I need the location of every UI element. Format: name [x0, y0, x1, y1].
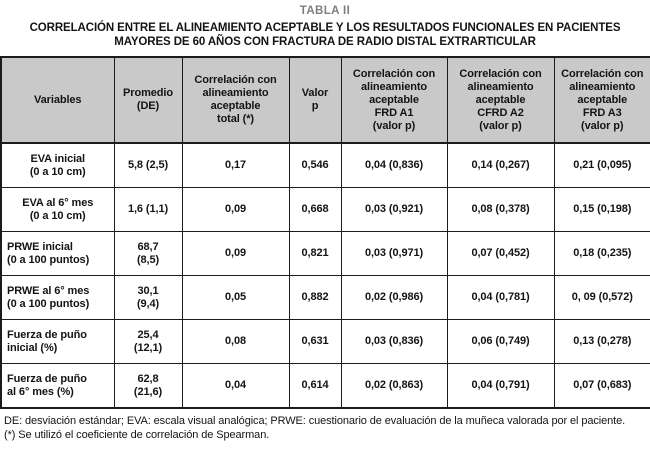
footnote-abbreviations: DE: desviación estándar; EVA: escala vis…: [4, 415, 626, 427]
cell-variable: PRWE inicial (0 a 100 puntos): [0, 231, 115, 276]
cell-promedio: 5,8 (2,5): [113, 142, 183, 188]
correlation-table: Variables Promedio (DE) Correlación con …: [0, 56, 650, 409]
cell-frd-a1: 0,02 (0,986): [340, 275, 448, 320]
cell-valor-p: 0,614: [288, 363, 342, 409]
cell-correlacion-total: 0,08: [181, 319, 290, 364]
table-footnotes: DE: desviación estándar; EVA: escala vis…: [4, 415, 646, 442]
cell-promedio: 25,4 (12,1): [113, 319, 183, 364]
cell-frd-a1: 0,02 (0,863): [340, 363, 448, 409]
cell-frd-a3: 0,13 (0,278): [553, 319, 650, 364]
table-row-eva-6mes: EVA al 6° mes (0 a 10 cm) 1,6 (1,1) 0,09…: [0, 187, 650, 232]
table-row-fuerza-inicial: Fuerza de puño inicial (%) 25,4 (12,1) 0…: [0, 319, 650, 364]
cell-frd-a1: 0,03 (0,836): [340, 319, 448, 364]
cell-cfrd-a2: 0,06 (0,749): [446, 319, 555, 364]
column-header-cfrd-a2: Correlación con alineamiento aceptable C…: [446, 56, 555, 144]
column-header-valor-p: Valor p: [288, 56, 342, 144]
cell-cfrd-a2: 0,04 (0,781): [446, 275, 555, 320]
cell-variable: EVA inicial (0 a 10 cm): [0, 142, 115, 188]
table-title-line2: MAYORES DE 60 AÑOS CON FRACTURA DE RADIO…: [114, 36, 536, 48]
footnote-spearman: (*) Se utilizó el coeficiente de correla…: [4, 428, 270, 441]
column-header-frd-a1: Correlación con alineamiento aceptable F…: [340, 56, 448, 144]
cell-frd-a3: 0,21 (0,095): [553, 142, 650, 188]
cell-valor-p: 0,668: [288, 187, 342, 232]
cell-cfrd-a2: 0,04 (0,791): [446, 363, 555, 409]
cell-correlacion-total: 0,09: [181, 231, 290, 276]
cell-frd-a3: 0,15 (0,198): [553, 187, 650, 232]
cell-frd-a1: 0,04 (0,836): [340, 142, 448, 188]
column-header-correlacion-total: Correlación con alineamiento aceptable t…: [181, 56, 290, 144]
cell-promedio: 62,8 (21,6): [113, 363, 183, 409]
column-header-promedio: Promedio (DE): [113, 56, 183, 144]
cell-frd-a3: 0,07 (0,683): [553, 363, 650, 409]
cell-cfrd-a2: 0,14 (0,267): [446, 142, 555, 188]
cell-variable: Fuerza de puño inicial (%): [0, 319, 115, 364]
cell-correlacion-total: 0,17: [181, 142, 290, 188]
table-title-line1: CORRELACIÓN ENTRE EL ALINEAMIENTO ACEPTA…: [29, 22, 621, 34]
cell-valor-p: 0,821: [288, 231, 342, 276]
cell-valor-p: 0,631: [288, 319, 342, 364]
cell-variable: Fuerza de puño al 6° mes (%): [0, 363, 115, 409]
table-title: CORRELACIÓN ENTRE EL ALINEAMIENTO ACEPTA…: [0, 21, 650, 49]
cell-variable: EVA al 6° mes (0 a 10 cm): [0, 187, 115, 232]
table-row-prwe-6mes: PRWE al 6° mes (0 a 100 puntos) 30,1 (9,…: [0, 275, 650, 320]
cell-variable: PRWE al 6° mes (0 a 100 puntos): [0, 275, 115, 320]
cell-valor-p: 0,546: [288, 142, 342, 188]
cell-frd-a1: 0,03 (0,971): [340, 231, 448, 276]
table-caption: TABLA II CORRELACIÓN ENTRE EL ALINEAMIEN…: [0, 0, 650, 49]
cell-correlacion-total: 0,05: [181, 275, 290, 320]
cell-cfrd-a2: 0,08 (0,378): [446, 187, 555, 232]
table-row-eva-inicial: EVA inicial (0 a 10 cm) 5,8 (2,5) 0,17 0…: [0, 142, 650, 188]
cell-promedio: 68,7 (8,5): [113, 231, 183, 276]
cell-promedio: 30,1 (9,4): [113, 275, 183, 320]
cell-frd-a3: 0,18 (0,235): [553, 231, 650, 276]
column-header-variables: Variables: [0, 56, 115, 144]
table-row-prwe-inicial: PRWE inicial (0 a 100 puntos) 68,7 (8,5)…: [0, 231, 650, 276]
cell-valor-p: 0,882: [288, 275, 342, 320]
cell-correlacion-total: 0,09: [181, 187, 290, 232]
table-number: TABLA II: [299, 5, 351, 17]
cell-frd-a1: 0,03 (0,921): [340, 187, 448, 232]
table-row-fuerza-6mes: Fuerza de puño al 6° mes (%) 62,8 (21,6)…: [0, 363, 650, 409]
cell-correlacion-total: 0,04: [181, 363, 290, 409]
cell-cfrd-a2: 0,07 (0,452): [446, 231, 555, 276]
column-header-frd-a3: Correlación con alineamiento aceptable F…: [553, 56, 650, 144]
cell-frd-a3: 0, 09 (0,572): [553, 275, 650, 320]
cell-promedio: 1,6 (1,1): [113, 187, 183, 232]
header-row: Variables Promedio (DE) Correlación con …: [0, 56, 650, 144]
